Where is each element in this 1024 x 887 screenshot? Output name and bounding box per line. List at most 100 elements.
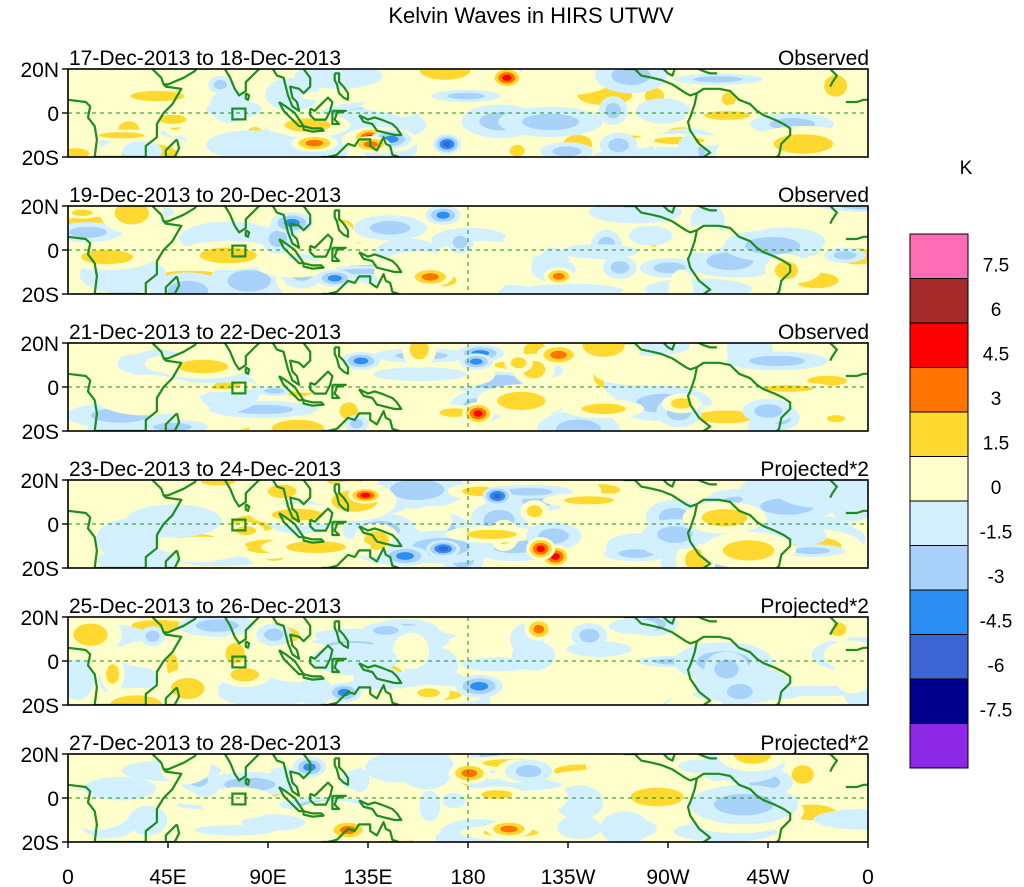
- lat-label: 0: [47, 377, 59, 400]
- coastline: [223, 206, 261, 234]
- anomaly-contour: [390, 480, 445, 500]
- anomaly-contour: [209, 88, 251, 123]
- anomaly-contour: [130, 90, 185, 102]
- map-panel: 20N 0 20S 25-Dec-2013 to 26-Dec-2013 Project…: [20, 595, 869, 718]
- lat-label: 0: [47, 788, 59, 811]
- coastline: [333, 72, 350, 101]
- colorbar-tick-label: -1.5: [980, 523, 1013, 544]
- anomaly-contour: [473, 410, 483, 417]
- anomaly-contour: [703, 111, 751, 120]
- coastline: [271, 343, 312, 386]
- coastline: [302, 673, 325, 681]
- colorbar-swatch: [909, 411, 969, 457]
- coastline: [829, 69, 838, 88]
- anomaly-contour: [370, 221, 411, 235]
- anomaly-contour: [829, 622, 847, 636]
- colorbar-swatch: [909, 322, 969, 368]
- coastline: [686, 503, 712, 568]
- coastline: [68, 206, 183, 294]
- map-panel: 20N 0 20S 27-Dec-2013 to 28-Dec-2013 Project…: [20, 732, 869, 855]
- anomaly-contour: [581, 403, 626, 414]
- anomaly-contour: [671, 398, 693, 409]
- colorbar-swatch: [909, 545, 969, 591]
- coastline: [623, 480, 698, 508]
- coastline: [278, 649, 305, 676]
- anomaly-contour: [206, 130, 298, 157]
- anomaly-contour: [556, 419, 601, 431]
- anomaly-contour: [268, 230, 287, 247]
- anomaly-contour: [392, 632, 429, 670]
- anomaly-contour: [618, 549, 655, 558]
- coastline: [331, 520, 347, 537]
- anomaly-contour: [443, 141, 452, 148]
- coastline: [302, 810, 325, 818]
- map-panel: 20N 0 20S 17-Dec-2013 to 18-Dec-2013 Observe…: [20, 47, 869, 170]
- anomaly-contour: [608, 138, 629, 153]
- coastline: [223, 343, 261, 371]
- colorbar-swatch: [909, 367, 969, 413]
- coastline: [686, 366, 712, 431]
- anomaly-contour: [679, 224, 726, 254]
- colorbar-swatch: [909, 723, 969, 769]
- coastline: [321, 136, 400, 157]
- coastline: [662, 206, 676, 214]
- anomaly-contour: [553, 273, 565, 280]
- anomaly-contour: [493, 493, 502, 499]
- coastline: [163, 69, 198, 86]
- anomaly-contour: [693, 76, 743, 83]
- coastline: [694, 343, 717, 349]
- colorbar-tick-label: 3: [991, 389, 1002, 410]
- anomaly-contour: [813, 808, 868, 830]
- anomaly-contour: [159, 754, 211, 785]
- anomaly-contour: [635, 98, 691, 124]
- anomaly-contour: [469, 358, 483, 365]
- anomaly-contour: [373, 626, 399, 635]
- coastline: [333, 757, 350, 786]
- coastline: [309, 370, 334, 395]
- anomaly-contour: [117, 354, 149, 373]
- coastline: [164, 549, 181, 568]
- anomaly-contour: [350, 418, 364, 429]
- coastline: [623, 754, 698, 782]
- anomaly-contour: [701, 509, 748, 527]
- coastline: [302, 262, 325, 270]
- colorbar-tick-label: 4.5: [983, 345, 1009, 366]
- anomaly-contour: [97, 547, 178, 568]
- anomaly-contour: [194, 825, 276, 836]
- coastline: [623, 617, 698, 645]
- colorbar: K 7.5 6 4.5 3 1.5 0 -1.5 -3 -4.5 -6 -7.5: [909, 158, 1013, 769]
- lon-label: 90W: [646, 866, 689, 887]
- coastline: [244, 640, 251, 649]
- anomaly-contour: [461, 769, 478, 778]
- coastline: [845, 646, 868, 652]
- anomaly-contour: [520, 283, 624, 294]
- reference-box: [231, 107, 247, 121]
- map-panel: 20N 0 20S 23-Dec-2013 to 24-Dec-2013 Project…: [20, 458, 869, 581]
- anomaly-contour: [117, 480, 204, 488]
- coastline: [321, 410, 400, 431]
- coastline: [623, 206, 698, 234]
- coastline: [662, 69, 676, 77]
- lat-label: 20N: [20, 470, 59, 493]
- longitude-axis: 0 45E 90E 135E 180 135W 90W 45W 0: [62, 842, 874, 887]
- anomaly-contour: [84, 776, 157, 801]
- anomaly-contour: [125, 504, 222, 538]
- colorbar-swatch: [909, 634, 969, 680]
- lon-label: 180: [450, 866, 485, 887]
- coastline: [271, 480, 312, 523]
- coastline: [68, 343, 183, 431]
- anomaly-contour: [676, 135, 699, 157]
- colorbar-tick-label: 0: [991, 478, 1002, 499]
- anomaly-contour: [668, 269, 694, 294]
- colorbar-tick-label: 7.5: [983, 256, 1009, 277]
- anomaly-contour: [227, 270, 271, 292]
- anomaly-contour: [721, 92, 737, 106]
- anomaly-contour: [509, 144, 525, 157]
- colorbar-tick-label: -3: [988, 567, 1005, 588]
- coastline: [694, 617, 717, 623]
- coastline: [321, 273, 400, 294]
- anomaly-contour: [536, 545, 545, 553]
- panel-date-range: 19-Dec-2013 to 20-Dec-2013: [69, 184, 341, 207]
- anomaly-contour: [582, 343, 625, 357]
- anomaly-contour: [439, 408, 469, 417]
